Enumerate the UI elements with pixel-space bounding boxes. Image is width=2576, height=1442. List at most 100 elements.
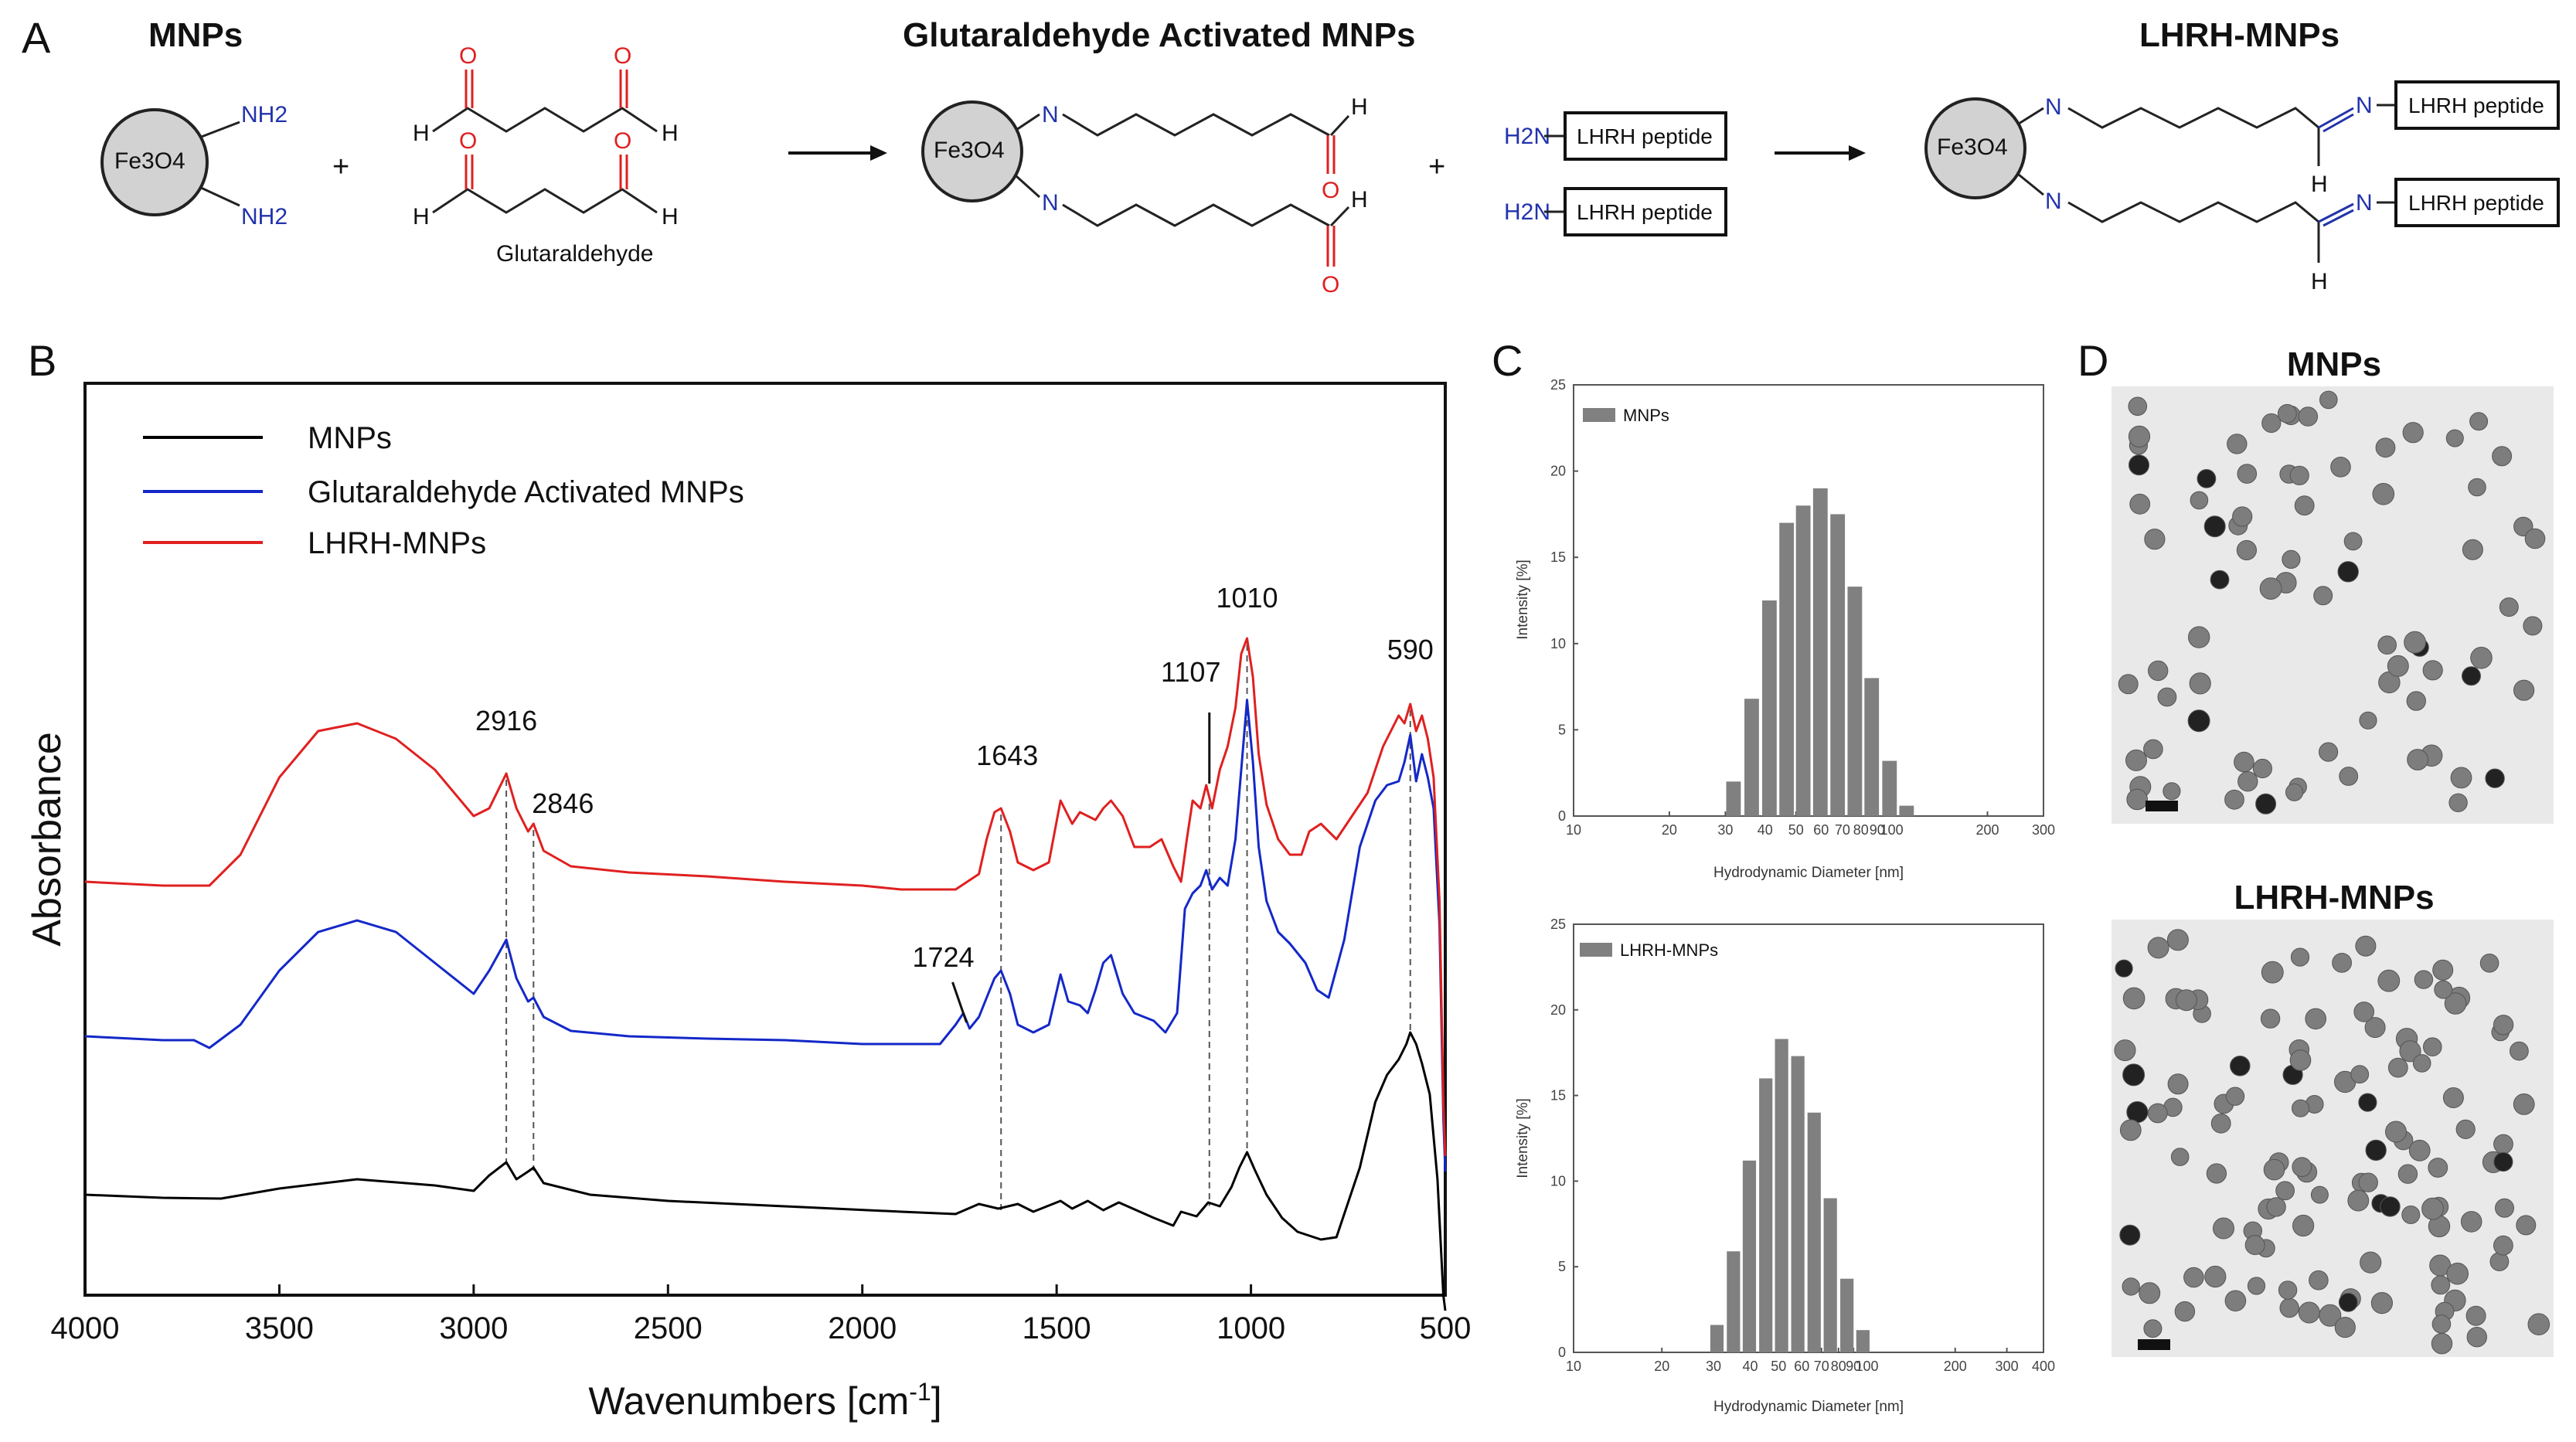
dls-x-tick-label: 20 bbox=[1654, 1359, 1669, 1374]
nitrogen-atom: N bbox=[2356, 93, 2373, 118]
tem-particle bbox=[2337, 561, 2359, 583]
amine-label: H2N bbox=[1504, 199, 1550, 225]
tem-particle bbox=[2421, 1197, 2444, 1220]
tem-particle bbox=[2128, 425, 2151, 448]
hydrogen-atom: H bbox=[2311, 269, 2328, 294]
tem-particle bbox=[2263, 1158, 2285, 1181]
hydrogen-atom: H bbox=[662, 204, 679, 230]
dls-y-label-mnps: Intensity [%] bbox=[1515, 559, 1531, 640]
tem-particle bbox=[2495, 1198, 2514, 1218]
tem-particle bbox=[2462, 666, 2481, 686]
tem-particle bbox=[2377, 969, 2401, 992]
tem-particle bbox=[2259, 577, 2282, 600]
tem-particle bbox=[2203, 515, 2226, 538]
dls-bar bbox=[1807, 1112, 1821, 1352]
tem-particle bbox=[2143, 1319, 2163, 1338]
nitrogen-atom: N bbox=[1042, 102, 1059, 128]
dls-legend-lhrh: LHRH-MNPs bbox=[1620, 940, 1718, 960]
free-peptide: H2N LHRH peptide bbox=[1504, 111, 1727, 161]
tem-particle bbox=[2431, 1314, 2452, 1334]
tem-particle bbox=[2350, 1065, 2370, 1084]
ftir-peak-label: 590 bbox=[1387, 634, 1434, 665]
tem-particle bbox=[2338, 1292, 2358, 1312]
tem-particle bbox=[2157, 687, 2177, 707]
tem-particle bbox=[2446, 1262, 2469, 1285]
tem-particle bbox=[2492, 446, 2513, 467]
dls-bar bbox=[1847, 587, 1863, 816]
tem-particle bbox=[2347, 1189, 2370, 1212]
tem-particle bbox=[2252, 758, 2272, 779]
tem-particle bbox=[2224, 789, 2244, 810]
ftir-line-lhrh bbox=[84, 637, 1447, 1157]
tem-particle bbox=[2230, 1056, 2251, 1076]
tem-particle bbox=[2175, 989, 2197, 1012]
tem-particle bbox=[2527, 1313, 2550, 1335]
ftir-x-tick-label: 3000 bbox=[439, 1311, 508, 1345]
tem-particle bbox=[2232, 506, 2253, 527]
ftir-peak-label: 1010 bbox=[1216, 582, 1278, 614]
ftir-x-tick-label: 2500 bbox=[634, 1311, 703, 1345]
tem-particle bbox=[2143, 739, 2163, 760]
peptide-label: LHRH peptide bbox=[1577, 200, 1713, 224]
tem-particle bbox=[2237, 464, 2258, 484]
tem-particle bbox=[2279, 1297, 2299, 1318]
tem-particle bbox=[2167, 1073, 2189, 1095]
tem-particle bbox=[2213, 1217, 2234, 1240]
tem-particle bbox=[2275, 1181, 2295, 1201]
panel-label-d: D bbox=[2077, 336, 2108, 385]
tem-particle bbox=[2204, 1265, 2227, 1288]
dls-y-label-lhrh: Intensity [%] bbox=[1515, 1098, 1531, 1178]
tem-particle bbox=[2387, 1057, 2408, 1078]
tem-particle bbox=[2359, 711, 2377, 730]
oxygen-atom: O bbox=[459, 128, 477, 154]
ftir-peak-label: 2846 bbox=[532, 787, 594, 819]
tem-particle bbox=[2360, 1251, 2382, 1274]
ftir-x-axis-label: Wavenumbers [cm-1] bbox=[588, 1378, 941, 1423]
dls-x-tick-label: 50 bbox=[1771, 1359, 1786, 1374]
tem-particle bbox=[2187, 709, 2210, 733]
tem-particle bbox=[2387, 655, 2409, 677]
tem-particle bbox=[2380, 1196, 2401, 1217]
dls-x-tick-label: 50 bbox=[1788, 822, 1804, 838]
tem-particle bbox=[2129, 493, 2151, 515]
tem-particle bbox=[2129, 454, 2149, 476]
tem-particle bbox=[2485, 768, 2505, 788]
tem-particle bbox=[2353, 1002, 2374, 1022]
tem-particle bbox=[2277, 403, 2297, 423]
tem-particle bbox=[2397, 1164, 2418, 1184]
tem-particle bbox=[2266, 1197, 2286, 1217]
tem-particle bbox=[2358, 1172, 2378, 1192]
oxygen-atom: O bbox=[459, 43, 477, 69]
mnp-particle-product: Fe3O4 N N N N H H LHRH peptid bbox=[1924, 80, 2560, 294]
hydrogen-atom: H bbox=[2311, 172, 2328, 197]
dls-bar bbox=[1823, 1198, 1837, 1352]
ftir-x-tick-label: 1500 bbox=[1023, 1311, 1091, 1345]
tem-particle bbox=[2434, 980, 2453, 999]
tem-particle bbox=[2305, 1008, 2326, 1030]
peptide-label: LHRH peptide bbox=[2408, 191, 2544, 215]
tem-particle bbox=[2170, 1148, 2190, 1166]
ftir-legend: MNPs Glutaraldehyde Activated MNPs LHRH-… bbox=[143, 421, 744, 560]
dls-legend-swatch-lhrh bbox=[1580, 943, 1612, 957]
tem-particle bbox=[2122, 987, 2146, 1010]
ftir-peak-label: 1724 bbox=[912, 941, 974, 973]
dls-x-tick-label: 400 bbox=[2032, 1359, 2055, 1374]
dls-legend-swatch-mnps bbox=[1583, 408, 1615, 422]
tem-particle bbox=[2282, 549, 2301, 570]
tem-particle bbox=[2513, 679, 2535, 701]
mnp-particle-activated: Fe3O4 N N O O H H bbox=[921, 94, 1368, 298]
ftir-x-axis: 4000 3500 3000 2500 2000 1500 1000 500 bbox=[51, 1284, 1471, 1345]
plus-sign: + bbox=[1428, 151, 1445, 183]
ftir-y-axis-label: Absorbance bbox=[25, 732, 70, 947]
amine-label: NH2 bbox=[241, 102, 288, 128]
tem-particle bbox=[2450, 767, 2472, 789]
tem-particle bbox=[2261, 413, 2282, 434]
legend-entry-lhrh: LHRH-MNPs bbox=[308, 526, 486, 560]
dls-x-tick-label: 80 bbox=[1853, 822, 1869, 838]
tem-particle bbox=[2188, 626, 2210, 648]
tem-particle bbox=[2310, 1185, 2329, 1204]
panel-label-b: B bbox=[28, 336, 56, 385]
tem-particle bbox=[2414, 970, 2434, 989]
tem-particle bbox=[2402, 422, 2424, 444]
